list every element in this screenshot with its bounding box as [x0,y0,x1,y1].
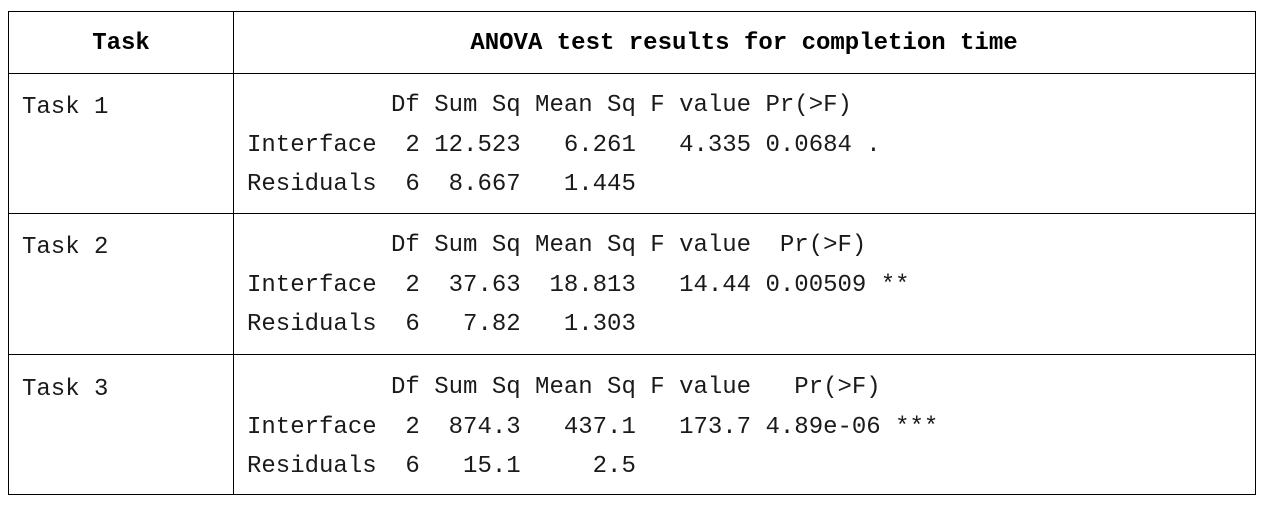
anova-residuals-line: Residuals 6 8.667 1.445 [247,171,636,198]
task-2-anova-output: Df Sum Sq Mean Sq F value Pr(>F) Interfa… [247,226,910,345]
anova-interface-line: Interface 2 12.523 6.261 4.335 0.0684 . [247,131,881,159]
row-divider [9,213,1255,214]
anova-table: Task ANOVA test results for completion t… [8,11,1256,495]
task-3-label: Task 3 [22,376,109,403]
anova-header-line: Df Sum Sq Mean Sq F value Pr(>F) [247,232,867,259]
header-divider [9,73,1255,74]
anova-residuals-line: Residuals 6 7.82 1.303 [247,311,636,338]
header-results: ANOVA test results for completion time [470,29,1018,57]
anova-header-line: Df Sum Sq Mean Sq F value Pr(>F) [247,92,852,119]
task-2-label: Task 2 [22,234,109,261]
task-1-label: Task 1 [22,94,109,121]
anova-interface-line: Interface 2 37.63 18.813 14.44 0.00509 *… [247,271,910,299]
header-task: Task [92,29,150,57]
anova-residuals-line: Residuals 6 15.1 2.5 [247,453,636,480]
task-1-anova-output: Df Sum Sq Mean Sq F value Pr(>F) Interfa… [247,86,881,205]
task-3-anova-output: Df Sum Sq Mean Sq F value Pr(>F) Interfa… [247,368,938,487]
row-divider [9,354,1255,355]
anova-interface-line: Interface 2 874.3 437.1 173.7 4.89e-06 *… [247,413,939,441]
anova-header-line: Df Sum Sq Mean Sq F value Pr(>F) [247,374,881,401]
column-divider [233,12,234,494]
